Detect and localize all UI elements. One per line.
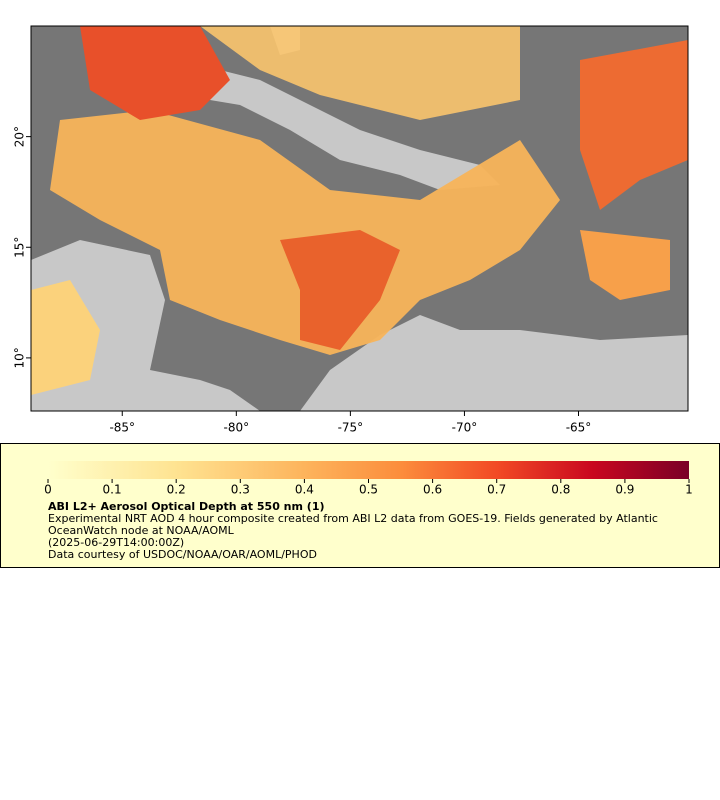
colorbar-tick-label: 1 bbox=[685, 483, 693, 497]
land bbox=[150, 65, 500, 190]
land bbox=[300, 315, 688, 411]
aerosol-field bbox=[580, 230, 670, 300]
map-figure: -85° -80° -75° -70° -65° 10° 15° 20° bbox=[13, 25, 689, 435]
map-image bbox=[30, 25, 689, 412]
colorbar-tick-label: 0.6 bbox=[423, 483, 442, 497]
x-tick-label: -70° bbox=[452, 421, 478, 435]
legend-credit: Data courtesy of USDOC/NOAA/OAR/AOML/PHO… bbox=[48, 548, 317, 561]
x-tick-label: -75° bbox=[338, 421, 364, 435]
colorbar-tick-label: 0.1 bbox=[103, 483, 122, 497]
colorbar-tick-label: 0.8 bbox=[551, 483, 570, 497]
aerosol-field bbox=[280, 230, 400, 350]
colorbar-tick-label: 0.9 bbox=[615, 483, 634, 497]
aerosol-field bbox=[580, 40, 688, 210]
aerosol-field bbox=[200, 26, 520, 120]
y-tick-label: 15° bbox=[13, 237, 27, 258]
x-tick-label: -85° bbox=[109, 421, 135, 435]
colorbar-tick-label: 0.4 bbox=[295, 483, 314, 497]
aerosol-field bbox=[80, 26, 230, 120]
legend-time: (2025-06-29T14:00:00Z) bbox=[48, 536, 185, 549]
colorbar-tick-label: 0 bbox=[44, 483, 52, 497]
colorbar-tick-label: 0.7 bbox=[487, 483, 506, 497]
colorbar: 0 0.1 0.2 0.3 0.4 0.5 0.6 0.7 0.8 0.9 1 bbox=[44, 461, 693, 497]
y-axis: 10° 15° 20° bbox=[13, 126, 31, 369]
x-tick-label: -65° bbox=[566, 421, 592, 435]
aerosol-field bbox=[31, 280, 100, 395]
colorbar-ramp bbox=[48, 461, 689, 479]
aerosol-field bbox=[50, 110, 560, 355]
colorbar-tick-label: 0.2 bbox=[167, 483, 186, 497]
legend-description: Experimental NRT AOD 4 hour composite cr… bbox=[48, 512, 658, 537]
colorbar-tick-label: 0.5 bbox=[359, 483, 378, 497]
legend: 0 0.1 0.2 0.3 0.4 0.5 0.6 0.7 0.8 0.9 1 ABI L2+ Ae… bbox=[0, 443, 720, 568]
legend-title: ABI L2+ Aerosol Optical Depth at 550 nm … bbox=[48, 500, 325, 513]
y-tick-label: 10° bbox=[13, 347, 27, 368]
map-frame bbox=[30, 25, 689, 412]
colorbar-tick-label: 0.3 bbox=[231, 483, 250, 497]
x-axis: -85° -80° -75° -70° -65° bbox=[109, 411, 591, 435]
y-tick-label: 20° bbox=[13, 126, 27, 147]
legend-text: ABI L2+ Aerosol Optical Depth at 550 nm … bbox=[48, 501, 688, 561]
x-tick-label: -80° bbox=[224, 421, 250, 435]
